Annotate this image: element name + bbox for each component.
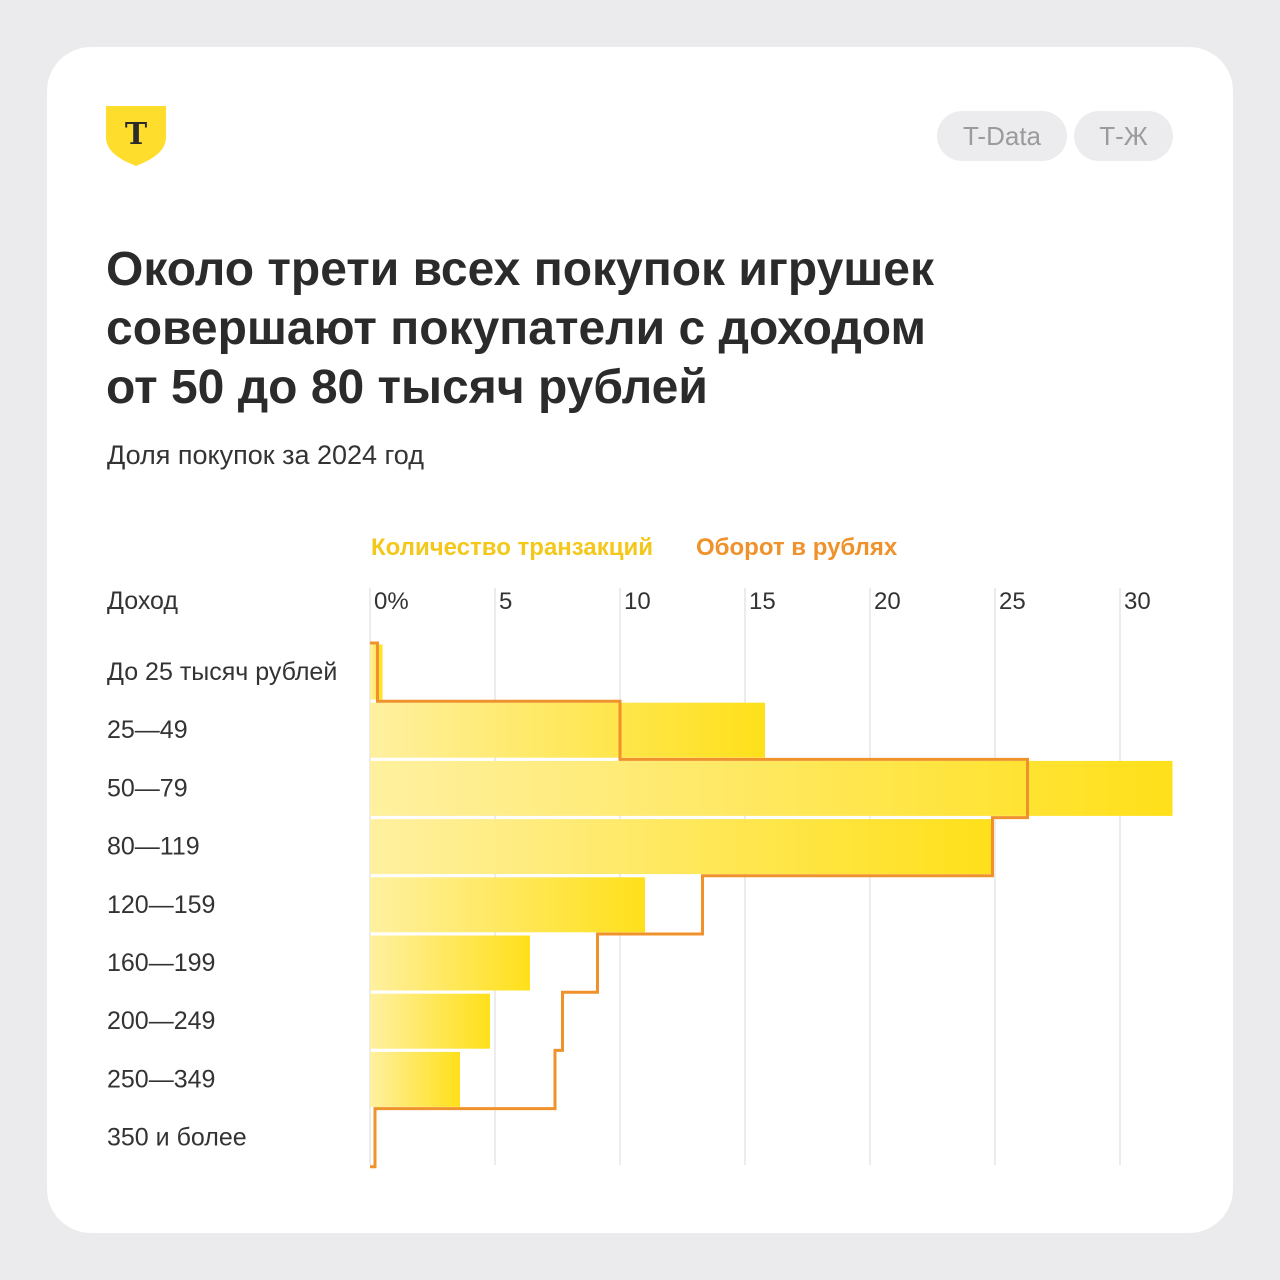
category-label-7: 200—249: [107, 1007, 215, 1035]
logo-letter: Т: [125, 117, 148, 152]
category-label-8: 250—349: [107, 1065, 215, 1093]
bar-transactions-5: [370, 877, 645, 933]
card: [47, 47, 1233, 1233]
tick-label-10: 10: [624, 588, 651, 615]
tick-label-20: 20: [874, 588, 901, 615]
category-axis-label: Доход: [107, 587, 178, 615]
tag-t-zh: Т-Ж: [1074, 111, 1173, 161]
category-label-6: 160—199: [107, 949, 215, 977]
text-layer: 0% 5 10 15 20 25 30 Доход Количество транзакций О…: [107, 534, 1151, 1152]
shield-shape: [106, 106, 166, 166]
tick-label-5: 5: [499, 588, 512, 615]
chart-subtitle: Доля покупок за 2024 год: [107, 440, 424, 470]
tick-label-30: 30: [1124, 588, 1151, 615]
bar-transactions-2: [370, 702, 765, 758]
page-title: Около трети всех покупок игрушек соверша…: [106, 240, 1086, 417]
bar-transactions-7: [370, 993, 490, 1049]
category-label-4: 80—119: [107, 833, 200, 861]
bar-transactions-6: [370, 935, 530, 991]
tick-label-0: 0%: [374, 588, 409, 615]
category-label-2: 25—49: [107, 716, 188, 744]
title-line-3: от 50 до 80 тысяч рублей: [106, 361, 708, 414]
tick-label-25: 25: [999, 588, 1026, 615]
category-label-5: 120—159: [107, 891, 215, 919]
bar-layer: [370, 644, 1173, 1107]
line-layer: [370, 641, 1029, 1169]
title-line-1: Около трети всех покупок игрушек: [106, 243, 935, 296]
title-line-2: совершают покупатели с доходом: [106, 302, 926, 355]
category-label-3: 50—79: [107, 774, 188, 802]
turnover-step-line: [370, 641, 1029, 1169]
bar-transactions-3: [370, 760, 1173, 816]
tag-t-data: T-Data: [937, 111, 1067, 161]
legend-transactions: Количество транзакций: [371, 534, 653, 561]
legend-turnover: Оборот в рублях: [696, 534, 898, 561]
t-logo-icon: Т: [106, 106, 166, 166]
bar-transactions-4: [370, 819, 993, 875]
category-label-9: 350 и более: [107, 1124, 247, 1152]
tick-label-15: 15: [749, 588, 776, 615]
category-label-1: До 25 тысяч рублей: [107, 658, 337, 686]
bar-transactions-8: [370, 1051, 460, 1107]
